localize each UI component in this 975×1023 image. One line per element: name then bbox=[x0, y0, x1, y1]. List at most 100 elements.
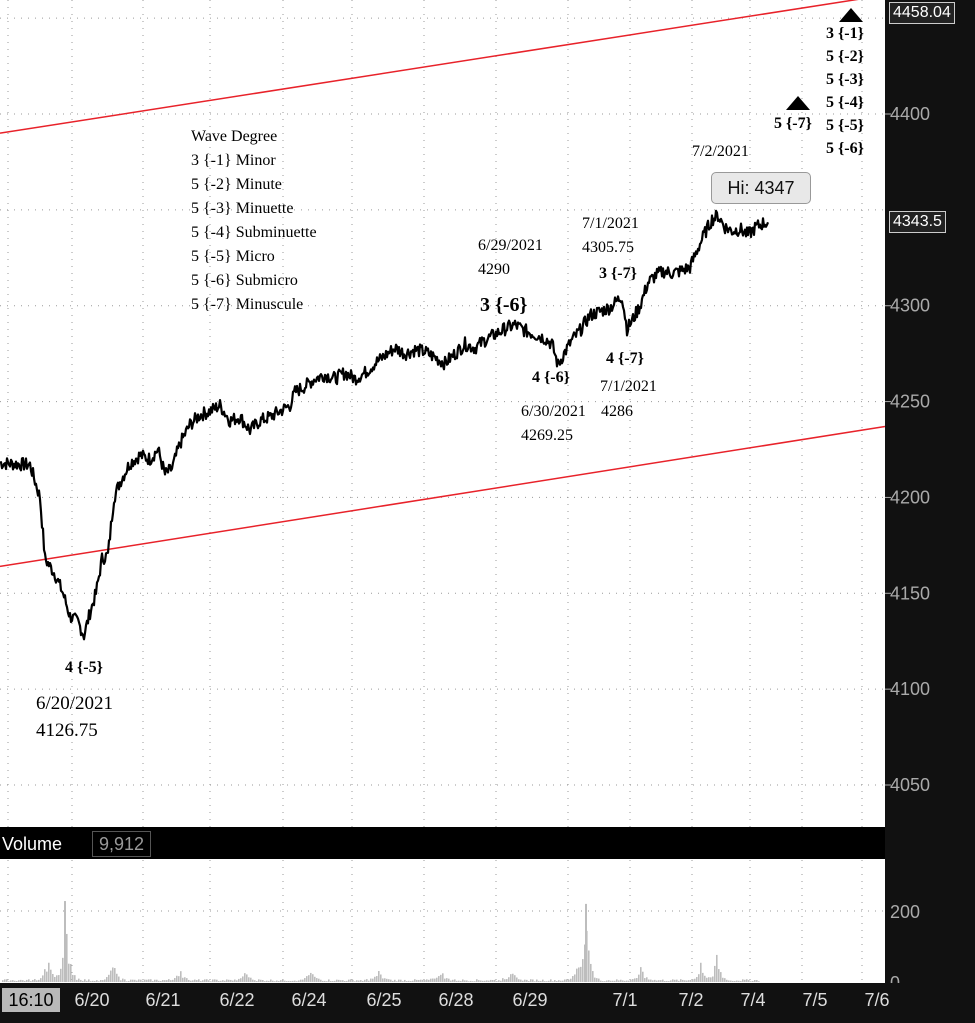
volume-bar bbox=[710, 977, 712, 982]
volume-bar bbox=[356, 980, 358, 982]
volume-bar bbox=[382, 978, 384, 982]
volume-bar bbox=[734, 980, 736, 982]
volume-bar bbox=[752, 980, 754, 982]
volume-bar bbox=[492, 979, 494, 982]
volume-bar bbox=[222, 980, 224, 982]
volume-bar bbox=[78, 978, 80, 982]
volume-bar bbox=[558, 980, 560, 982]
volume-bar bbox=[34, 979, 36, 982]
volume-bar bbox=[192, 980, 194, 982]
volume-bar bbox=[604, 981, 606, 982]
volume-bar bbox=[452, 979, 454, 982]
volume-bar bbox=[120, 980, 122, 982]
volume-bar bbox=[554, 980, 556, 982]
volume-bar bbox=[102, 980, 104, 982]
volume-bar bbox=[214, 979, 216, 982]
x-tick-label: 7/1 bbox=[612, 990, 638, 1010]
volume-bar bbox=[94, 980, 96, 982]
volume-bar bbox=[646, 977, 648, 982]
volume-bar bbox=[474, 981, 476, 982]
volume-bar bbox=[450, 980, 452, 982]
volume-bar bbox=[32, 979, 34, 982]
volume-bar bbox=[552, 981, 554, 982]
volume-bar bbox=[714, 965, 716, 982]
volume-bar bbox=[726, 979, 728, 982]
volume-bar bbox=[324, 980, 326, 982]
volume-bar bbox=[428, 979, 430, 982]
volume-bar bbox=[236, 980, 238, 982]
volume-bar bbox=[424, 980, 426, 982]
price-axis-panel bbox=[885, 0, 975, 983]
channel-trendline bbox=[0, 425, 886, 568]
volume-bar bbox=[632, 979, 634, 982]
volume-bar bbox=[414, 979, 416, 982]
volume-bar bbox=[585, 903, 587, 982]
annotation-date: 6/20/2021 bbox=[36, 693, 114, 714]
wave-label: 4 {-7} bbox=[606, 350, 644, 367]
wave-label: 3 {-1} bbox=[826, 25, 864, 42]
volume-bar bbox=[2, 980, 4, 982]
volume-bar bbox=[700, 962, 702, 982]
time-axis bbox=[0, 983, 975, 1023]
volume-bar bbox=[304, 978, 306, 982]
volume-bar bbox=[12, 980, 14, 982]
volume-bar bbox=[472, 981, 474, 982]
volume-bar bbox=[420, 979, 422, 982]
volume-bar bbox=[128, 980, 130, 982]
volume-bar bbox=[336, 979, 338, 982]
volume-bar bbox=[756, 980, 758, 982]
price-axis: 4050 4100 4150 4200 4250 4300 4400 bbox=[885, 0, 975, 983]
x-tick-label: 7/5 bbox=[802, 990, 828, 1010]
wave-label: 5 {-3} bbox=[826, 71, 864, 88]
volume-bar bbox=[396, 981, 398, 982]
volume-bar bbox=[588, 950, 590, 982]
volume-bar bbox=[674, 979, 676, 982]
volume-bar bbox=[496, 981, 498, 982]
volume-bar bbox=[132, 979, 134, 982]
volume-bar bbox=[104, 979, 106, 982]
volume-bar bbox=[406, 981, 408, 982]
wave-label: 5 {-7} bbox=[774, 115, 812, 132]
volume-bar bbox=[724, 978, 726, 982]
volume-bar bbox=[74, 975, 76, 982]
volume-bar bbox=[548, 980, 550, 982]
volume-bar bbox=[250, 977, 252, 982]
volume-bar bbox=[730, 980, 732, 982]
volume-bar bbox=[528, 981, 530, 982]
volume-bar bbox=[652, 980, 654, 982]
volume-bar bbox=[684, 980, 686, 982]
volume-bar bbox=[454, 979, 456, 982]
volume-bar bbox=[442, 973, 444, 982]
volume-bar bbox=[148, 979, 150, 982]
volume-bar bbox=[96, 980, 98, 982]
volume-bar bbox=[64, 901, 66, 982]
price-line bbox=[0, 209, 770, 641]
volume-bar bbox=[750, 981, 752, 982]
volume-bar bbox=[20, 979, 22, 982]
volume-bar bbox=[440, 974, 442, 982]
volume-bar bbox=[258, 979, 260, 982]
volume-bar bbox=[556, 980, 558, 982]
volume-bar bbox=[50, 969, 52, 982]
volume-bar bbox=[608, 980, 610, 982]
volume-bar bbox=[116, 973, 118, 982]
volume-bar bbox=[536, 979, 538, 982]
volume-bar bbox=[542, 979, 544, 982]
annotation-date: 7/2/2021 bbox=[692, 143, 749, 160]
volume-bar bbox=[444, 978, 446, 982]
volume-title: Volume bbox=[2, 834, 63, 854]
price-tick-label: 4150 bbox=[890, 583, 930, 603]
wave-marker-triangle-icon bbox=[786, 96, 810, 110]
volume-bar bbox=[616, 979, 618, 982]
volume-bar bbox=[516, 977, 518, 982]
volume-bar bbox=[228, 979, 230, 982]
volume-bar bbox=[70, 963, 72, 982]
volume-bar bbox=[234, 979, 236, 982]
price-tick-label: 4400 bbox=[890, 104, 930, 124]
volume-bar bbox=[58, 975, 60, 982]
volume-bar bbox=[370, 978, 372, 982]
volume-bar bbox=[470, 980, 472, 982]
volume-bar bbox=[388, 979, 390, 982]
wave-label: 4 {-6} bbox=[532, 369, 570, 386]
volume-bar bbox=[316, 978, 318, 982]
